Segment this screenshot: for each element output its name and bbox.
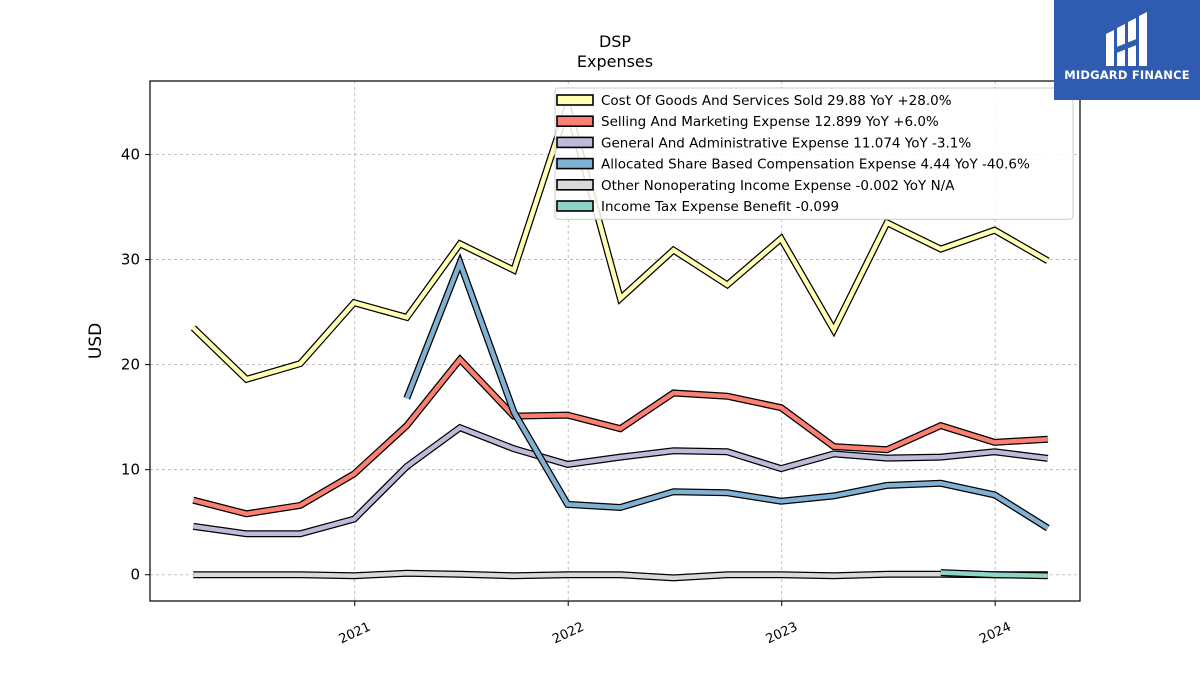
x-tick-label: 2021 xyxy=(337,620,373,648)
y-axis-label: USD xyxy=(86,323,106,359)
series-line xyxy=(192,425,1049,537)
x-tick-label: 2024 xyxy=(977,620,1013,648)
legend-entry-label: Selling And Marketing Expense 12.899 YoY… xyxy=(601,114,939,130)
logo-text: MIDGARD FINANCE xyxy=(1064,68,1190,82)
y-tick-label: 0 xyxy=(130,566,140,584)
legend-swatch xyxy=(556,200,594,212)
y-axis-ticks: 0 10 20 30 40 xyxy=(121,146,150,584)
legend: Cost Of Goods And Services Sold 29.88 Yo… xyxy=(554,87,1074,220)
y-tick-label: 20 xyxy=(121,356,140,374)
x-tick-label: 2023 xyxy=(764,620,800,648)
x-axis-ticks: 2021 2022 2023 2024 xyxy=(337,601,1014,647)
legend-entry-label: Other Nonoperating Income Expense -0.002… xyxy=(601,178,955,194)
series-line xyxy=(193,570,1048,581)
chart-title: DSP xyxy=(599,32,631,51)
legend-box xyxy=(554,87,1074,220)
chart-subtitle: Expenses xyxy=(577,52,653,71)
legend-entry-label: Cost Of Goods And Services Sold 29.88 Yo… xyxy=(601,93,952,109)
series-line xyxy=(191,98,1049,382)
legend-swatch xyxy=(556,179,594,191)
y-tick-label: 40 xyxy=(121,146,140,164)
series-lines xyxy=(190,94,1050,582)
logo-mark-icon xyxy=(1106,12,1147,66)
x-tick-label: 2022 xyxy=(550,620,586,648)
brand-logo: MIDGARD FINANCE xyxy=(1054,0,1200,100)
legend-entry-label: Income Tax Expense Benefit -0.099 xyxy=(601,199,839,215)
legend-swatch xyxy=(556,94,594,106)
y-tick-label: 10 xyxy=(121,461,140,479)
series-line xyxy=(940,570,1048,579)
series-line xyxy=(192,355,1048,517)
plot-frame xyxy=(149,80,1081,602)
series-line xyxy=(404,256,1049,531)
y-tick-label: 30 xyxy=(121,251,140,269)
legend-swatch xyxy=(556,115,594,127)
legend-entry-label: General And Administrative Expense 11.07… xyxy=(601,135,971,151)
legend-swatch xyxy=(556,136,594,149)
legend-entry-label: Allocated Share Based Compensation Expen… xyxy=(601,157,1030,173)
legend-swatch xyxy=(556,157,594,170)
